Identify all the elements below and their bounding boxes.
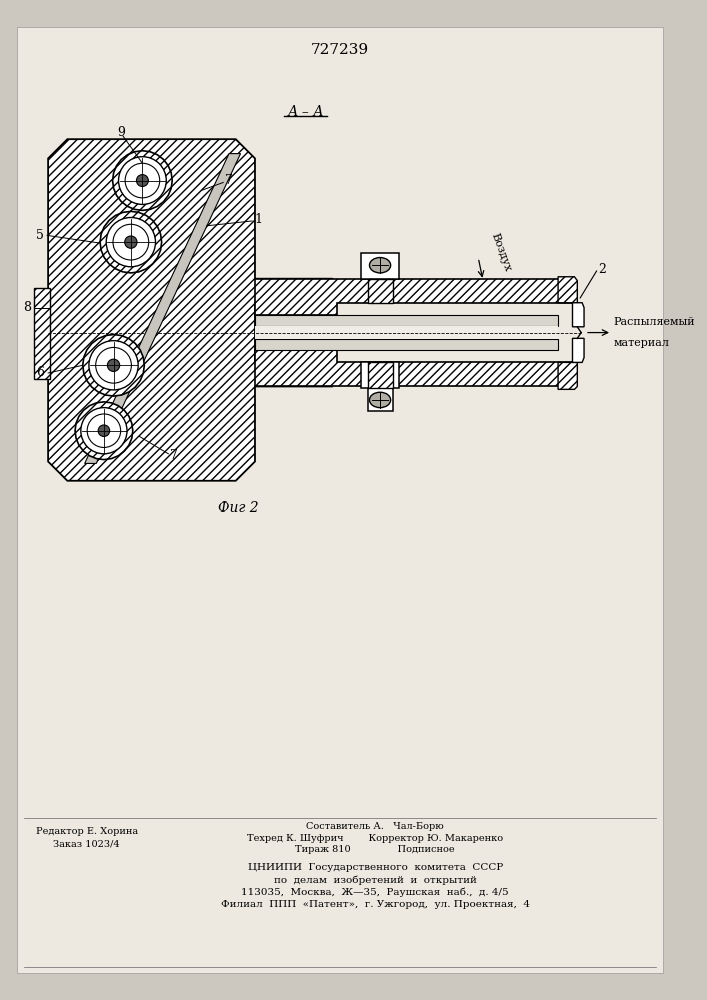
Polygon shape [368, 362, 392, 388]
Text: А – А: А – А [288, 105, 325, 119]
Text: 5: 5 [37, 229, 45, 242]
Polygon shape [48, 139, 332, 481]
Circle shape [125, 163, 160, 198]
Circle shape [136, 175, 148, 187]
Text: Фиг 2: Фиг 2 [218, 501, 259, 515]
Ellipse shape [370, 258, 391, 273]
Circle shape [107, 359, 119, 371]
Text: 1: 1 [254, 213, 262, 226]
Text: ЦНИИПИ  Государственного  комитета  СССР: ЦНИИПИ Государственного комитета СССР [247, 863, 503, 872]
Polygon shape [100, 211, 162, 273]
Text: 7: 7 [170, 449, 178, 462]
Circle shape [124, 236, 137, 248]
Circle shape [113, 224, 148, 260]
Polygon shape [85, 154, 240, 463]
Polygon shape [75, 402, 133, 460]
Polygon shape [573, 303, 584, 327]
Text: Филиал  ППП  «Патент»,  г. Ужгород,  ул. Проектная,  4: Филиал ППП «Патент», г. Ужгород, ул. Про… [221, 900, 530, 909]
Text: Редактор Е. Хорина: Редактор Е. Хорина [35, 827, 138, 836]
Polygon shape [573, 338, 584, 362]
Polygon shape [255, 339, 558, 350]
Polygon shape [558, 362, 578, 389]
Text: Воздух: Воздух [490, 232, 513, 273]
Polygon shape [255, 279, 573, 315]
Circle shape [81, 408, 127, 454]
Polygon shape [361, 362, 399, 411]
Text: Техред К. Шуфрич        Корректор Ю. Макаренко: Техред К. Шуфрич Корректор Ю. Макаренко [247, 834, 503, 843]
Text: 7: 7 [225, 174, 233, 187]
Polygon shape [361, 253, 399, 279]
Text: 6: 6 [37, 366, 45, 379]
Text: 9: 9 [117, 126, 125, 139]
Text: материал: материал [614, 338, 670, 348]
Circle shape [106, 217, 156, 267]
Circle shape [119, 157, 166, 204]
Text: 2: 2 [599, 263, 607, 276]
Polygon shape [558, 277, 578, 303]
Text: 727239: 727239 [310, 43, 369, 57]
Circle shape [87, 414, 121, 447]
Text: Тираж 810               Подписное: Тираж 810 Подписное [296, 845, 455, 854]
Polygon shape [255, 350, 573, 386]
Circle shape [89, 341, 138, 390]
Circle shape [98, 425, 110, 436]
Text: 8: 8 [23, 301, 31, 314]
Polygon shape [112, 151, 173, 210]
Text: по  делам  изобретений  и  открытий: по делам изобретений и открытий [274, 875, 477, 885]
Text: Распыляемый: Распыляемый [614, 317, 696, 327]
Polygon shape [83, 335, 144, 396]
Ellipse shape [370, 392, 391, 408]
Text: 113035,  Москва,  Ж—35,  Раушская  наб.,  д. 4/5: 113035, Москва, Ж—35, Раушская наб., д. … [242, 888, 509, 897]
Polygon shape [255, 315, 558, 326]
Text: Заказ 1023/4: Заказ 1023/4 [53, 840, 120, 849]
Polygon shape [34, 288, 50, 379]
Circle shape [95, 347, 132, 383]
Text: Составитель А.   Чал-Борю: Составитель А. Чал-Борю [306, 822, 444, 831]
Polygon shape [368, 279, 392, 303]
Bar [255, 326, 558, 339]
